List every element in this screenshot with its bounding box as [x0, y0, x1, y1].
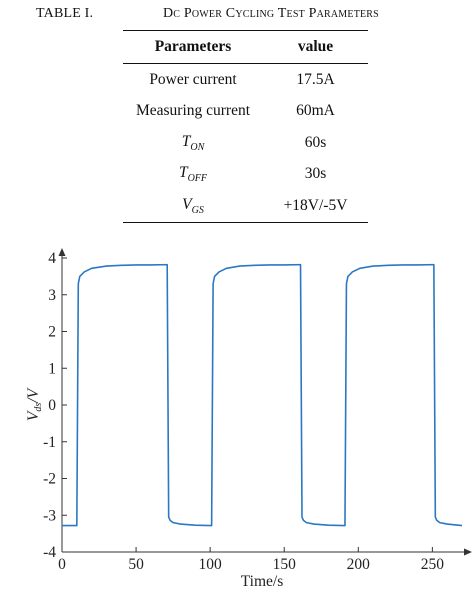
table-caption: TABLE I. Dc Power Cycling Test Parameter…	[0, 2, 474, 26]
subscript-on: ON	[190, 141, 205, 153]
table-row: TOFF 30s	[123, 159, 368, 191]
y-axis-label: Vds/V	[25, 387, 44, 421]
row-param-t-off: TOFF	[123, 159, 263, 191]
y-tick-label: -3	[43, 507, 56, 524]
x-tick-label: 150	[273, 556, 297, 573]
vds-waveform-chart: -4 -3 -2 -1 0 1 2 3 4 0 50 100 150 200 250 Time/s Vds/…	[25, 248, 472, 590]
x-tick-label: 250	[421, 556, 445, 573]
row-value-power-current: 17.5A	[296, 70, 335, 88]
series-line-vds	[62, 263, 463, 527]
table-row: TON 60s	[123, 127, 368, 159]
row-param-measuring-current: Measuring current	[135, 102, 251, 120]
y-tick-label: 3	[48, 287, 56, 304]
axes-layer	[58, 248, 472, 556]
x-axis-label: Time/s	[241, 573, 284, 590]
x-tick-label: 200	[347, 556, 371, 573]
table-caption-title: Dc Power Cycling Test Parameters	[163, 6, 379, 21]
row-value-t-off: 30s	[304, 165, 327, 183]
header-parameters: Parameters	[123, 30, 263, 64]
y-axis-label-suffix: /V	[25, 387, 42, 403]
x-tick-label: 50	[128, 556, 144, 573]
row-param-power-current: Power current	[149, 70, 237, 88]
x-axis-arrow	[464, 548, 472, 556]
subscript-gs: GS	[191, 204, 204, 216]
y-tick-label: 4	[48, 250, 56, 267]
subscript-off: OFF	[187, 173, 208, 185]
symbol-t-on: T	[181, 132, 191, 150]
y-tick-label: -1	[43, 434, 56, 451]
table-row: Measuring current 60mA	[123, 96, 368, 128]
row-value-v-gs: +18V/-5V	[263, 190, 368, 223]
table-header-row: Parameters value	[123, 30, 368, 64]
y-axis-label-symbol: V	[25, 410, 42, 421]
row-value-t-on: 60s	[304, 133, 327, 151]
x-tick-label: 0	[58, 556, 66, 573]
row-param-t-on: TON	[123, 127, 263, 159]
y-tick-label: -2	[43, 471, 56, 488]
y-axis-label-sub: ds	[33, 403, 44, 412]
row-param-v-gs: VGS	[123, 190, 263, 223]
table-caption-label: TABLE I.	[36, 6, 94, 21]
row-value-measuring-current: 60mA	[296, 102, 335, 120]
table-row: VGS +18V/-5V	[123, 190, 368, 223]
parameters-table: Parameters value Power current 17.5A Mea…	[123, 30, 368, 223]
y-tick-label: 1	[48, 360, 56, 377]
symbol-v-gs: V	[182, 195, 192, 213]
ticks-layer: -4 -3 -2 -1 0 1 2 3 4 0 50 100 150 200 250	[43, 250, 444, 573]
symbol-t-off: T	[178, 164, 188, 182]
y-axis-arrow	[58, 248, 66, 256]
table-row: Power current 17.5A	[123, 64, 368, 96]
y-tick-label: 2	[48, 324, 56, 341]
y-tick-label: 0	[48, 397, 56, 414]
y-tick-label: -4	[43, 544, 56, 561]
x-tick-label: 100	[199, 556, 223, 573]
header-value: value	[263, 30, 368, 64]
